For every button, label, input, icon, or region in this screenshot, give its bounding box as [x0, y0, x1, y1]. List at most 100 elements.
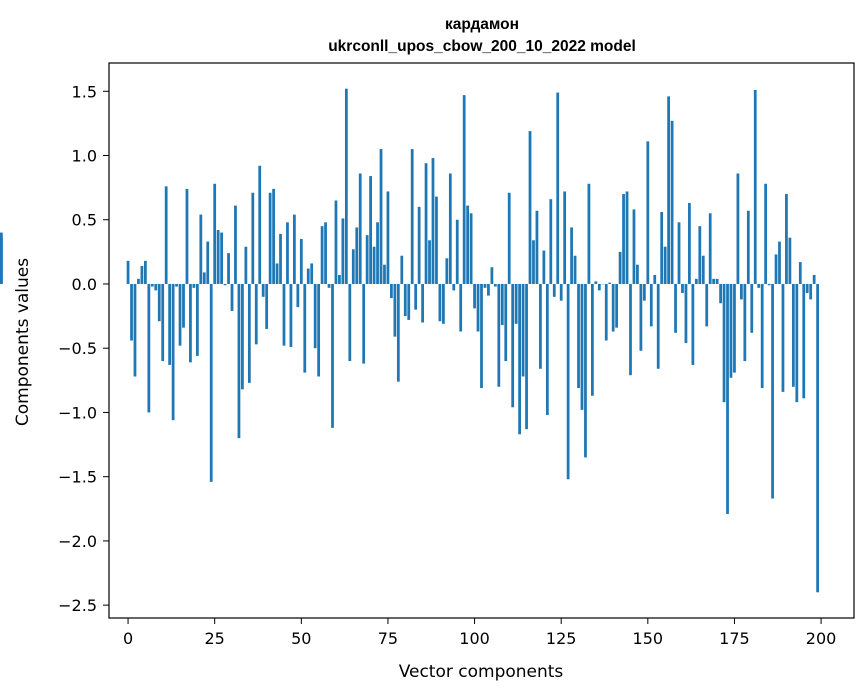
bar-component-185: [767, 283, 771, 286]
bar-component-141: [615, 283, 619, 328]
bar-component-38: [258, 165, 262, 284]
bar-component-86: [424, 163, 428, 284]
bar-component-50: [299, 239, 303, 284]
bar-component-100: [473, 283, 476, 309]
bar-component-42: [272, 188, 275, 284]
y-tick-label: 1.5: [72, 82, 97, 101]
bar-component-128: [570, 227, 573, 284]
bar-component-54: [313, 283, 317, 349]
y-tick-label: −0.5: [58, 339, 97, 358]
bar-component-95: [455, 219, 459, 284]
bar-component-78: [396, 283, 400, 382]
bar-component-175: [733, 283, 736, 373]
bar-component-undefined: [0, 232, 3, 284]
bar-component-184: [764, 183, 768, 284]
bar-component-120: [542, 250, 546, 284]
bar-component-64: [348, 283, 352, 362]
bar-component-96: [459, 283, 463, 332]
bar-component-138: [604, 283, 608, 341]
bar-component-80: [403, 283, 407, 317]
bar-component-131: [580, 283, 584, 410]
bar-component-155: [663, 246, 667, 284]
bar-component-37: [254, 283, 258, 345]
y-tick-label: −1.0: [58, 403, 97, 422]
bar-component-62: [341, 218, 345, 284]
bar-component-0: [126, 260, 130, 284]
bar-component-111: [511, 283, 515, 408]
bar-component-88: [431, 158, 435, 284]
x-tick-label: 175: [719, 629, 750, 648]
chart-subtitle: ukrconll_upos_cbow_200_10_2022 model: [328, 38, 636, 55]
bar-component-169: [712, 278, 716, 284]
bar-component-192: [791, 283, 795, 387]
bar-component-156: [667, 96, 670, 284]
bar-component-39: [261, 283, 265, 297]
x-tick-label: 150: [633, 629, 664, 648]
y-tick-label: 1.0: [72, 147, 97, 166]
bar-component-57: [324, 222, 327, 284]
bar-component-190: [785, 194, 788, 284]
bar-component-118: [535, 210, 539, 284]
bar-component-159: [677, 222, 681, 284]
bar-component-18: [189, 283, 192, 363]
bar-component-168: [708, 213, 712, 284]
bar-component-74: [383, 264, 386, 284]
bar-component-116: [528, 131, 532, 284]
bar-component-104: [487, 283, 490, 296]
bar-component-151: [649, 283, 653, 327]
bar-component-27: [220, 232, 223, 284]
bar-component-112: [514, 283, 518, 324]
bar-component-99: [469, 213, 473, 284]
bar-component-1: [130, 283, 133, 341]
bar-component-46: [286, 222, 289, 284]
y-axis-ticks: −2.5 −2.0 −1.5 −1.0 −0.5 0.0 0.5 1.0 1.5: [58, 82, 109, 615]
bar-component-114: [521, 283, 525, 377]
bar-component-10: [161, 283, 165, 362]
bar-component-59: [331, 283, 334, 428]
bar-component-7: [150, 283, 154, 287]
bar-component-43: [275, 263, 279, 284]
bar-component-125: [559, 283, 563, 301]
bar-component-102: [480, 283, 483, 389]
bar-component-75: [386, 191, 390, 284]
bar-component-17: [185, 188, 189, 284]
bar-component-152: [653, 274, 657, 284]
bar-component-107: [497, 283, 501, 387]
bar-component-144: [625, 191, 629, 284]
bar-component-106: [493, 283, 497, 287]
bar-component-171: [719, 283, 722, 304]
bar-component-47: [289, 283, 293, 347]
bar-component-167: [705, 283, 709, 327]
x-axis-label: Vector components: [399, 662, 564, 682]
bar-component-164: [694, 278, 698, 284]
bar-component-79: [400, 255, 404, 284]
y-tick-label: 0.0: [72, 275, 97, 294]
x-tick-label: 0: [123, 629, 133, 648]
bar-component-176: [736, 173, 740, 284]
bar-component-41: [268, 192, 272, 284]
bar-component-109: [504, 283, 508, 362]
bar-component-117: [532, 240, 535, 284]
bar-component-163: [691, 283, 695, 365]
bar-component-15: [178, 283, 182, 346]
bar-component-20: [195, 283, 199, 356]
bar-component-182: [757, 283, 761, 288]
bar-component-53: [310, 263, 314, 284]
bar-component-71: [372, 246, 376, 284]
bar-component-72: [376, 222, 379, 284]
bar-component-132: [584, 283, 587, 458]
bar-component-154: [660, 212, 664, 284]
bar-component-22: [202, 272, 206, 284]
bar-component-34: [244, 246, 248, 284]
bar-component-6: [147, 283, 151, 413]
bar-component-197: [809, 283, 813, 300]
bar-component-195: [802, 283, 806, 399]
bar-component-174: [729, 283, 733, 378]
bar-component-145: [629, 283, 632, 376]
bar-component-60: [334, 200, 338, 284]
bar-component-31: [234, 205, 237, 284]
bar-component-35: [247, 283, 251, 383]
bar-component-58: [327, 283, 331, 288]
bar-component-66: [355, 227, 359, 284]
